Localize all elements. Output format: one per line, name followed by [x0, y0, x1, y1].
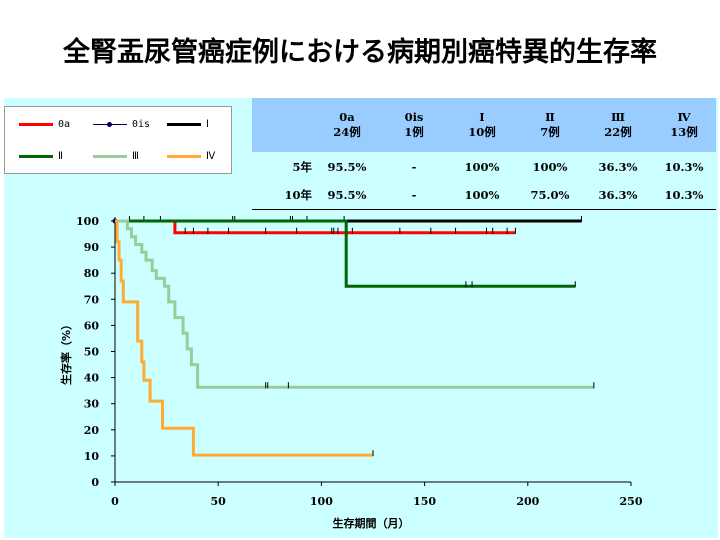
table-cell: -: [380, 180, 448, 210]
table-cell: 75.0%: [516, 180, 584, 210]
legend: 0a 0is Ⅰ Ⅱ Ⅲ Ⅳ: [4, 106, 232, 174]
legend-swatch-stage3: [93, 154, 127, 158]
header-line: 1例: [404, 125, 424, 140]
y-tick-label: 70: [84, 293, 100, 306]
x-tick-label: 0: [111, 495, 119, 508]
header-line: 0a: [339, 110, 355, 125]
legend-item-0a: 0a: [19, 117, 70, 131]
x-tick-label: 50: [211, 495, 227, 508]
table-header-cell: 0is 1例: [380, 98, 448, 153]
table-cell: 36.3%: [584, 180, 652, 210]
series-line-stage4: [115, 219, 373, 457]
legend-label-0is: 0is: [132, 118, 151, 130]
header-line: 22例: [604, 125, 632, 140]
legend-label-stage2: Ⅱ: [58, 150, 63, 162]
table-cell: 100%: [464, 159, 500, 174]
header-line: 0is: [404, 110, 424, 125]
x-tick-label: 200: [516, 495, 539, 508]
legend-label-stage1: Ⅰ: [206, 118, 209, 130]
y-tick-label: 100: [76, 215, 99, 228]
y-tick-label: 90: [84, 241, 100, 254]
header-line: Ⅰ: [479, 110, 485, 125]
survival-table: 0a 24例 0is 1例 Ⅰ 10例 Ⅱ 7例 Ⅲ 22例 Ⅳ 13例 5年 95.5% …: [252, 98, 716, 210]
table-header-row: 0a 24例 0is 1例 Ⅰ 10例 Ⅱ 7例 Ⅲ 22例 Ⅳ 13例: [252, 98, 716, 153]
legend-item-stage4: Ⅳ: [167, 149, 215, 163]
table-header-cell: Ⅲ 22例: [584, 98, 652, 153]
table-cell: -: [411, 159, 417, 174]
x-tick-label: 250: [620, 495, 643, 508]
y-tick-label: 80: [84, 267, 100, 280]
legend-item-stage1: Ⅰ: [167, 117, 209, 131]
legend-label-0a: 0a: [58, 118, 71, 130]
header-line: 10例: [468, 125, 496, 140]
header-line: Ⅲ: [610, 110, 625, 125]
table-header-cell: Ⅱ 7例: [516, 98, 584, 153]
table-cell: 95.5%: [327, 159, 367, 174]
header-line: Ⅱ: [545, 110, 555, 125]
legend-item-stage3: Ⅲ: [93, 149, 139, 163]
table-header-cell: [252, 98, 314, 153]
legend-label-stage3: Ⅲ: [132, 150, 139, 162]
y-tick-label: 30: [84, 398, 100, 411]
legend-item-0is: 0is: [93, 117, 150, 131]
table-cell: 36.3%: [598, 159, 638, 174]
y-tick-label: 60: [84, 319, 100, 332]
header-line: Ⅳ: [677, 110, 691, 125]
header-line: 13例: [670, 125, 698, 140]
series-line-stage3: [115, 219, 594, 389]
table-row: 5年 95.5% - 100% 100% 36.3% 10.3%: [252, 152, 716, 180]
table-header-cell: 0a 24例: [314, 98, 380, 153]
table-cell: 100%: [532, 159, 568, 174]
header-line: 7例: [540, 125, 560, 140]
series-line-stage2: [115, 219, 576, 288]
y-tick-label: 40: [84, 372, 100, 385]
page-title: 全腎盂尿管癌症例における病期別癌特異的生存率: [63, 37, 657, 68]
table-header-cell: Ⅳ 13例: [652, 98, 716, 153]
y-axis-label: 生存率（%）: [59, 319, 73, 385]
x-axis-label: 生存期間（月）: [333, 516, 410, 530]
table-cell: 95.5%: [314, 180, 380, 210]
legend-item-stage2: Ⅱ: [19, 149, 63, 163]
table-cell: 100%: [448, 180, 516, 210]
y-tick-label: 0: [91, 476, 99, 489]
y-tick-label: 50: [84, 346, 100, 359]
table-cell: 10.3%: [652, 180, 716, 210]
y-tick-label: 10: [84, 450, 100, 463]
legend-swatch-stage1: [167, 122, 201, 126]
table-cell: 10.3%: [664, 159, 704, 174]
x-tick-label: 150: [413, 495, 436, 508]
header-line: 24例: [333, 125, 361, 140]
legend-swatch-stage2: [19, 154, 53, 158]
legend-swatch-0is: [93, 121, 127, 127]
table-header-cell: Ⅰ 10例: [448, 98, 516, 153]
legend-swatch-stage4: [167, 154, 201, 158]
table-row-header: 5年: [292, 159, 312, 174]
table-row-header: 10年: [252, 180, 314, 210]
table-row: 10年 95.5% - 100% 75.0% 36.3% 10.3%: [252, 180, 716, 210]
x-tick-label: 100: [310, 495, 333, 508]
y-tick-label: 20: [84, 424, 100, 437]
legend-label-stage4: Ⅳ: [206, 150, 216, 162]
legend-swatch-0a: [19, 122, 53, 126]
